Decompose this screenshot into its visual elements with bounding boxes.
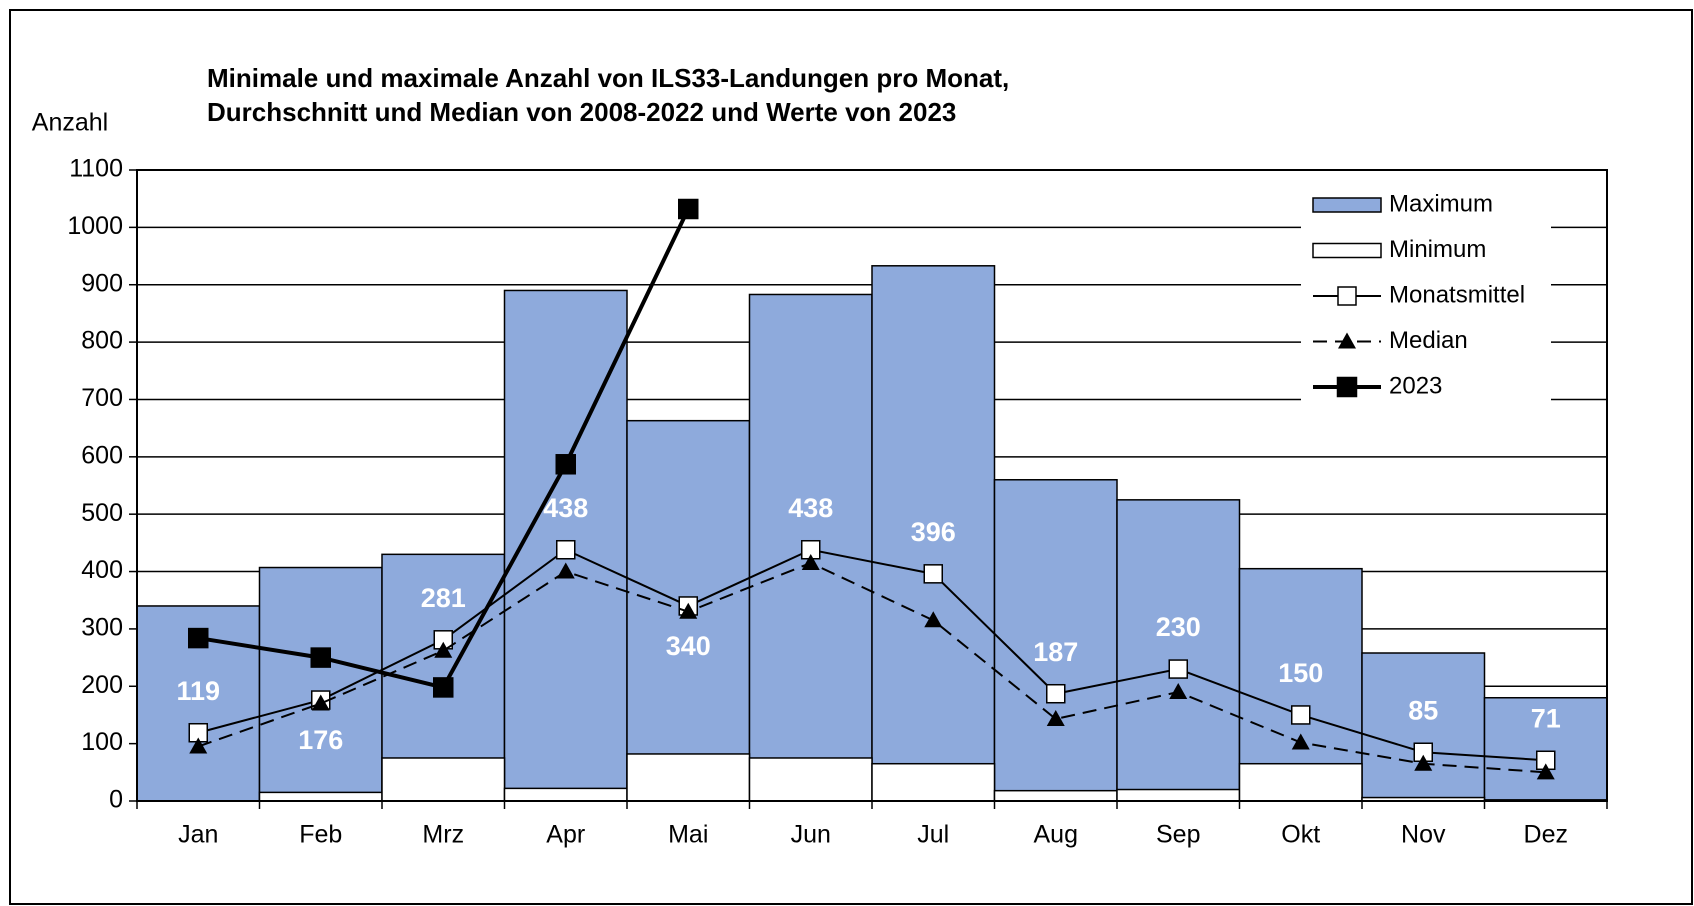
point: [679, 602, 698, 619]
point: [1414, 754, 1433, 771]
series-line: [197, 548, 1546, 762]
data-label: 438: [788, 493, 833, 523]
point: [555, 454, 576, 475]
bar: [258, 791, 383, 802]
y-tick-label: 1100: [69, 155, 123, 183]
point: [1168, 659, 1188, 679]
bar: [1483, 696, 1608, 802]
legend-label: Minimum: [1389, 236, 1486, 263]
bar: [871, 265, 996, 802]
legend-label: Maximum: [1389, 190, 1493, 217]
bar: [626, 753, 751, 802]
x-tick-label: Jul: [917, 821, 949, 849]
x-tick-label: Jan: [178, 821, 218, 849]
bar: [1238, 567, 1363, 802]
bar: [503, 787, 628, 802]
series-line: [197, 561, 1546, 774]
data-label: 281: [421, 583, 466, 613]
legend-marker: [1338, 332, 1356, 349]
y-tick-label: 1000: [67, 212, 123, 240]
legend-label: 2023: [1389, 372, 1442, 399]
point: [678, 198, 699, 220]
y-tick-label: 800: [81, 327, 123, 355]
point: [1169, 683, 1188, 700]
y-tick-label: 200: [81, 671, 123, 699]
y-tick-label: 500: [81, 499, 123, 527]
point: [434, 641, 453, 658]
x-tick-label: Jun: [791, 821, 831, 849]
point: [1291, 733, 1310, 750]
point: [556, 539, 576, 560]
y-tick-label: 700: [81, 384, 123, 412]
y-tick-label: 400: [81, 556, 123, 584]
y-tick-label: 600: [81, 441, 123, 469]
data-label: 176: [298, 725, 343, 755]
x-tick-label: Dez: [1524, 821, 1568, 849]
x-tick-label: Apr: [546, 821, 585, 849]
bar: [993, 789, 1118, 802]
x-tick-label: Okt: [1281, 821, 1320, 849]
bar: [748, 757, 873, 802]
data-label: 340: [666, 631, 711, 661]
point: [1046, 709, 1065, 726]
legend-marker: [1336, 376, 1358, 398]
legend-swatch: [1312, 242, 1382, 259]
x-tick-label: Sep: [1156, 821, 1200, 849]
bar: [1361, 652, 1486, 802]
point: [310, 647, 331, 668]
legend-label: Monatsmittel: [1389, 281, 1525, 308]
legend: Maximum Minimum Monatsmittel Median 2023: [1301, 189, 1551, 406]
point: [189, 737, 208, 754]
point: [556, 562, 575, 579]
point: [188, 627, 209, 649]
data-label: 85: [1408, 695, 1438, 725]
bar: [258, 566, 383, 802]
bar: [993, 479, 1118, 802]
x-tick-label: Nov: [1401, 821, 1446, 849]
legend-swatch: [1312, 197, 1382, 213]
data-label: 150: [1278, 658, 1323, 688]
point: [1291, 705, 1311, 725]
bar: [381, 757, 506, 802]
bar: [871, 762, 996, 802]
chart-title: Durchschnitt und Median von 2008-2022 un…: [207, 97, 956, 127]
x-tick-label: Feb: [299, 821, 342, 849]
data-label: 396: [911, 517, 956, 547]
bar: [1116, 788, 1241, 802]
y-tick-label: 100: [81, 728, 123, 756]
point: [801, 553, 820, 570]
x-tick-label: Mrz: [422, 821, 464, 849]
legend-label: Median: [1389, 327, 1468, 354]
point: [433, 677, 454, 698]
y-tick-label: 0: [109, 786, 123, 814]
chart-title: Minimale und maximale Anzahl von ILS33-L…: [207, 63, 1009, 93]
point: [1046, 683, 1066, 704]
data-label: 187: [1033, 637, 1078, 667]
x-tick-label: Aug: [1034, 821, 1078, 849]
point: [924, 611, 943, 628]
data-label: 230: [1156, 612, 1201, 642]
bar: [1116, 499, 1241, 802]
x-tick-label: Mai: [668, 821, 708, 849]
point: [311, 694, 330, 711]
legend-marker: [1337, 286, 1357, 306]
bar: [1238, 762, 1363, 802]
y-tick-label: 300: [81, 614, 123, 642]
data-label: 71: [1531, 703, 1561, 733]
point: [923, 564, 943, 584]
data-label: 438: [543, 493, 588, 523]
y-tick-label: 900: [81, 269, 123, 297]
y-axis-label: Anzahl: [32, 109, 108, 137]
data-label: 119: [176, 676, 220, 706]
point: [1536, 763, 1555, 780]
